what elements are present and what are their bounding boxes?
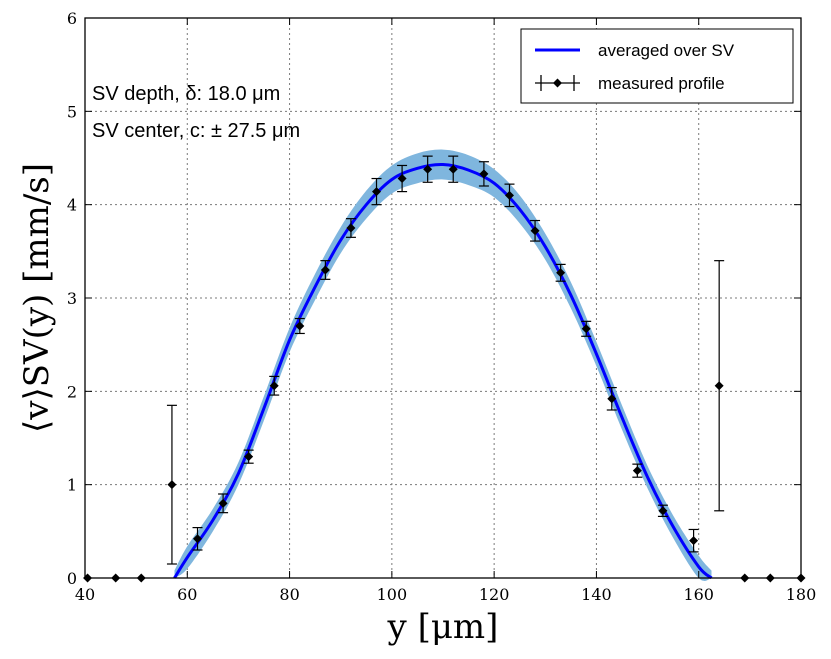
- y-axis-label: ⟨v⟩SV(y) [mm/s]: [17, 163, 57, 433]
- y-tick-label: 6: [67, 9, 77, 28]
- data-point: [372, 187, 382, 197]
- data-point: [193, 534, 203, 544]
- data-point: [423, 164, 433, 174]
- data-point: [479, 169, 489, 179]
- y-tick-label: 3: [67, 289, 77, 308]
- data-point: [218, 498, 228, 508]
- x-tick-label: 40: [75, 585, 95, 604]
- annotation-sv-depth: SV depth, δ: 18.0 μm: [92, 83, 280, 105]
- data-point: [244, 452, 254, 462]
- data-point: [632, 466, 642, 476]
- data-point: [167, 480, 177, 490]
- data-point: [556, 268, 566, 278]
- data-point: [530, 226, 540, 236]
- legend-label-measured: measured profile: [598, 74, 725, 93]
- legend-box: [520, 28, 794, 104]
- legend-label-averaged: averaged over SV: [598, 41, 735, 60]
- y-tick-label: 1: [67, 476, 77, 495]
- averaged-line: [173, 162, 713, 580]
- grid: [85, 18, 801, 578]
- x-tick-label: 120: [479, 585, 510, 604]
- legend: averaged over SV measured profile: [520, 28, 794, 104]
- y-tick-label: 0: [67, 569, 77, 588]
- averaged-band: [174, 149, 712, 581]
- x-tick-label: 160: [683, 585, 714, 604]
- series-band: [174, 149, 712, 581]
- data-point: [397, 174, 407, 184]
- ticks: 40 60 80 100 120 140 160 180 0 1 2 3 4 5 6: [67, 9, 816, 604]
- data-point: [607, 394, 617, 404]
- x-tick-label: 100: [377, 585, 408, 604]
- data-point: [346, 223, 356, 233]
- legend-marker: [553, 78, 562, 88]
- x-tick-label: 80: [279, 585, 299, 604]
- data-point: [448, 164, 458, 174]
- data-point: [581, 324, 591, 334]
- x-tick-label: 180: [786, 585, 817, 604]
- data-point: [658, 506, 668, 516]
- x-tick-label: 60: [177, 585, 197, 604]
- data-point: [714, 381, 724, 391]
- y-tick-label: 2: [67, 382, 77, 401]
- data-point: [295, 321, 305, 331]
- data-point: [689, 536, 699, 546]
- annotation-sv-center: SV center, c: ± 27.5 μm: [92, 120, 300, 142]
- data-point: [269, 381, 279, 391]
- data-point: [320, 265, 330, 275]
- data-point: [504, 190, 514, 200]
- x-axis-label: y [μm]: [387, 607, 499, 647]
- x-tick-label: 140: [581, 585, 612, 604]
- y-tick-label: 5: [67, 102, 77, 121]
- y-tick-label: 4: [67, 196, 77, 215]
- series-line: [173, 162, 713, 580]
